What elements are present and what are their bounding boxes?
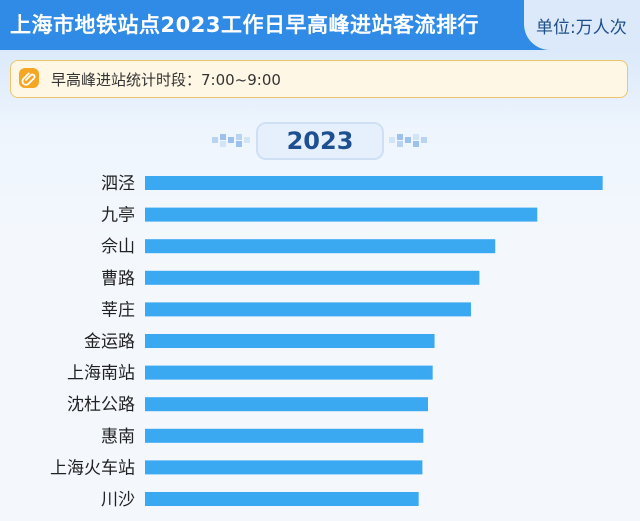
category-label-6: 金运路 xyxy=(84,332,135,352)
bar-10 xyxy=(145,460,423,475)
category-label-3: 佘山 xyxy=(101,237,135,257)
unit-label: 单位:万人次 xyxy=(536,18,627,38)
bar-8 xyxy=(145,397,429,412)
bar-3 xyxy=(145,239,496,254)
bar-9 xyxy=(145,428,424,443)
category-label-5: 莘庄 xyxy=(101,300,135,320)
year-text: 2023 xyxy=(286,127,354,155)
bar-6 xyxy=(145,334,435,348)
category-label-8: 沈杜公路 xyxy=(67,395,135,415)
bar-2 xyxy=(145,207,538,222)
category-label-2: 九亭 xyxy=(101,206,135,226)
year-badge: 2023 xyxy=(256,122,384,160)
chart-title: 上海市地铁站点2023工作日早高峰进站客流排行 xyxy=(10,13,479,37)
category-label-10: 上海火车站 xyxy=(50,458,135,478)
category-label-7: 上海南站 xyxy=(67,364,135,384)
category-label-4: 曹路 xyxy=(101,269,135,289)
header-bar: 上海市地铁站点2023工作日早高峰进站客流排行 单位:万人次 xyxy=(0,0,640,50)
left-decoration xyxy=(212,134,250,147)
category-label-11: 川沙 xyxy=(101,490,135,510)
bar-7 xyxy=(145,365,433,380)
bar-1 xyxy=(145,176,603,190)
right-decoration xyxy=(389,134,427,147)
note-text: 早高峰进站统计时段：7:00~9:00 xyxy=(51,71,281,89)
bar-4 xyxy=(145,270,480,285)
bar-5 xyxy=(145,302,471,317)
category-label-1: 泗泾 xyxy=(101,174,135,194)
category-label-9: 惠南 xyxy=(101,427,135,447)
time-window-note: 早高峰进站统计时段：7:00~9:00 xyxy=(10,60,628,98)
unit-tab: 单位:万人次 xyxy=(524,0,640,50)
paperclip-icon xyxy=(19,68,39,88)
bar-11 xyxy=(145,492,419,506)
